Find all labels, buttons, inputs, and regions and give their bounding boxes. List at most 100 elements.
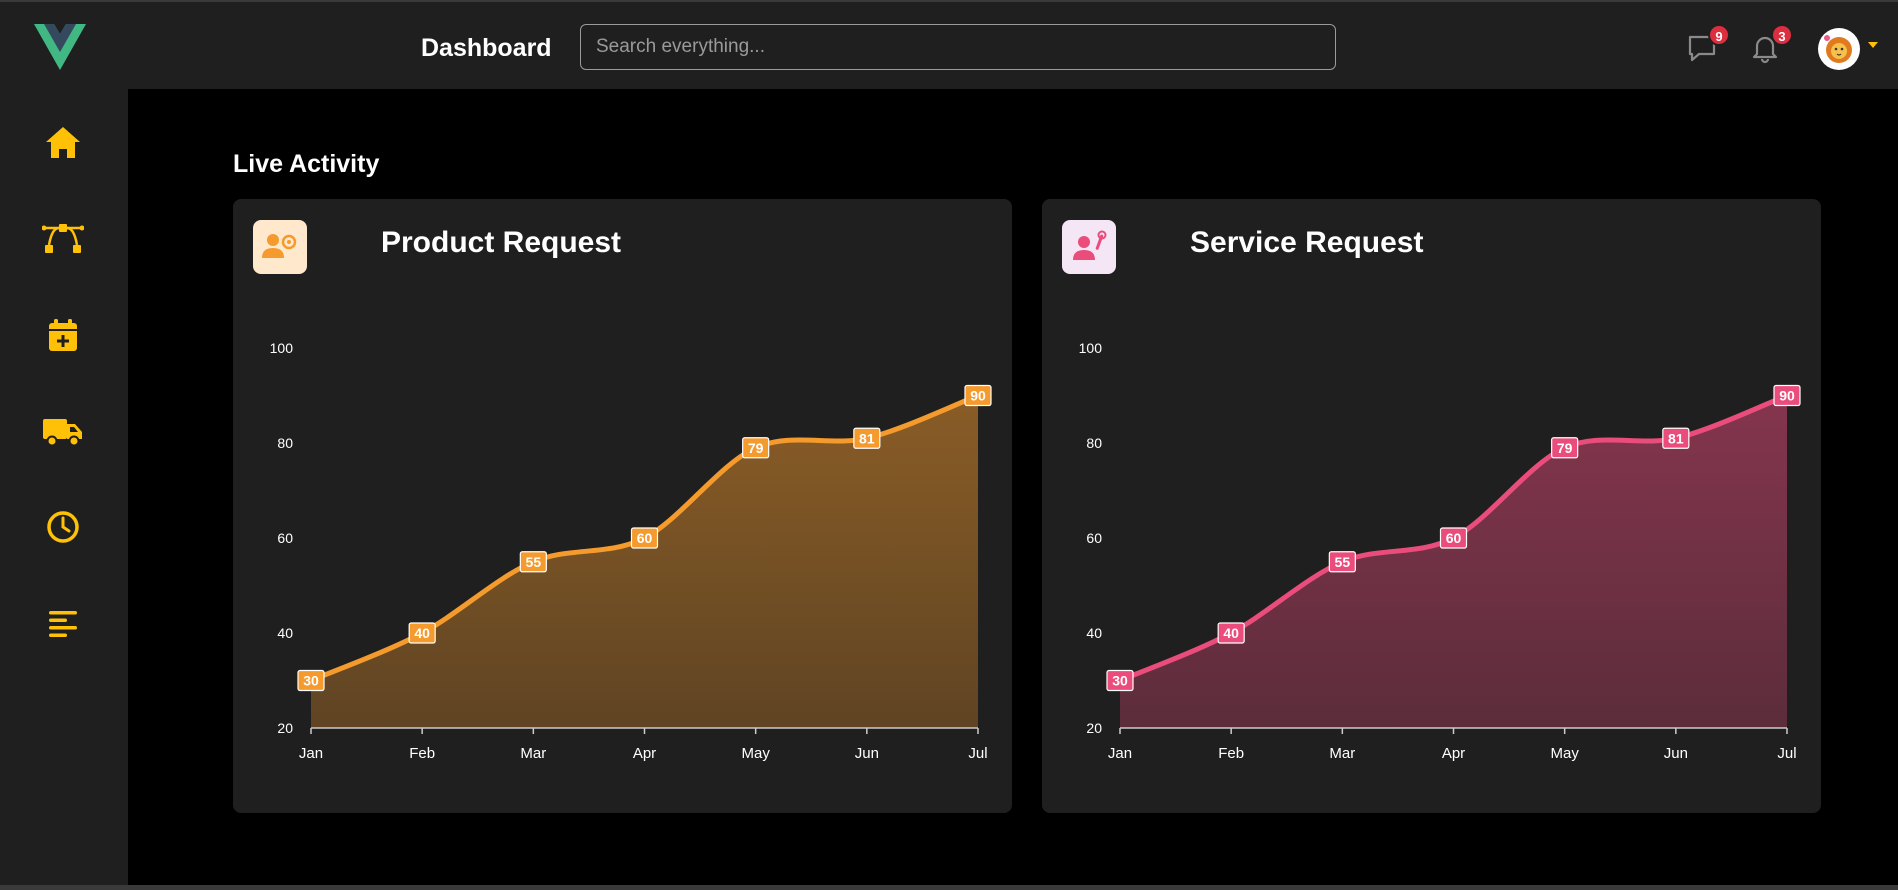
- page-title: Dashboard: [421, 34, 552, 62]
- data-label-box: [1217, 622, 1245, 644]
- chevron-down-icon[interactable]: [1866, 40, 1880, 50]
- data-label: 30: [297, 669, 325, 692]
- data-label-text: 55: [1335, 554, 1351, 570]
- vue-logo[interactable]: [34, 24, 86, 70]
- data-label-text: 60: [637, 530, 653, 546]
- x-tick-label: Mar: [520, 745, 546, 762]
- data-label-box: [1439, 527, 1468, 549]
- data-label-box: [1773, 384, 1801, 407]
- data-label-text: 40: [1223, 625, 1239, 641]
- user-tools-icon: [1073, 230, 1107, 260]
- y-tick-label: 80: [277, 435, 293, 451]
- data-label-text: 30: [303, 673, 319, 689]
- x-tick-label: Apr: [1442, 745, 1465, 762]
- user-gear-icon: [262, 234, 297, 258]
- sidebar-item-design[interactable]: [41, 218, 85, 260]
- x-tick-label: Feb: [409, 745, 435, 762]
- data-label-text: 90: [1779, 388, 1795, 404]
- data-label-box: [630, 527, 659, 549]
- x-tick-label: Feb: [1218, 745, 1244, 762]
- x-tick-label: Jan: [1108, 745, 1132, 762]
- lion-avatar-icon: [1824, 35, 1852, 63]
- y-tick-label: 40: [1086, 625, 1102, 641]
- data-label-box: [853, 427, 881, 449]
- data-label-text: 55: [526, 554, 542, 570]
- data-label-text: 40: [414, 625, 430, 641]
- x-tick-label: Apr: [633, 745, 656, 762]
- service-request-icon-box: [1062, 220, 1116, 274]
- bell-icon: [1752, 36, 1778, 64]
- x-tick-label: Mar: [1329, 745, 1355, 762]
- data-label: 90: [964, 384, 992, 407]
- y-tick-label: 100: [270, 340, 294, 356]
- data-label-text: 81: [859, 430, 875, 446]
- area-fill: [311, 395, 978, 728]
- product-request-card: Product Request 20 40 60 80 100 Jan Feb Mar Apr M…: [233, 199, 1012, 813]
- bottom-border: [0, 885, 1898, 890]
- data-label-text: 79: [1557, 440, 1573, 456]
- notifications-badge: 3: [1771, 24, 1793, 46]
- data-label-box: [408, 622, 436, 644]
- data-label-text: 79: [748, 440, 764, 456]
- data-label: 79: [1551, 437, 1579, 459]
- data-label: 40: [1217, 622, 1245, 644]
- sidebar-item-history[interactable]: [42, 506, 84, 548]
- data-label-text: 90: [970, 388, 986, 404]
- sidebar-item-home[interactable]: [42, 122, 84, 164]
- sidebar: [0, 89, 128, 890]
- product-request-icon-box: [253, 220, 307, 274]
- data-label: 79: [742, 437, 770, 459]
- x-tick-label: Jan: [299, 745, 323, 762]
- notifications-button[interactable]: 3: [1749, 24, 1793, 64]
- data-label: 55: [1328, 551, 1356, 573]
- x-tick-label: Jul: [1777, 745, 1796, 762]
- data-label: 60: [630, 527, 659, 549]
- align-left-icon: [49, 611, 77, 637]
- data-label: 81: [853, 427, 881, 449]
- data-label: 81: [1662, 427, 1690, 449]
- data-label: 60: [1439, 527, 1468, 549]
- clock-icon: [47, 511, 79, 543]
- messages-button[interactable]: 9: [1686, 24, 1730, 64]
- y-tick-label: 60: [277, 530, 293, 546]
- y-tick-label: 60: [1086, 530, 1102, 546]
- service-request-title: Service Request: [1190, 226, 1424, 259]
- top-bar: Dashboard 9 3: [0, 0, 1898, 89]
- data-label: 55: [519, 551, 547, 573]
- data-label-text: 60: [1446, 530, 1462, 546]
- data-label-box: [964, 384, 992, 407]
- product-request-title: Product Request: [381, 226, 622, 259]
- data-label: 40: [408, 622, 436, 644]
- data-label-box: [519, 551, 547, 573]
- data-label-box: [742, 437, 770, 459]
- sidebar-item-calendar[interactable]: [42, 314, 84, 356]
- y-tick-label: 80: [1086, 435, 1102, 451]
- x-tick-label: Jul: [968, 745, 987, 762]
- data-label-box: [297, 669, 325, 692]
- home-icon: [46, 127, 80, 158]
- sidebar-item-reports[interactable]: [42, 602, 84, 644]
- y-tick-label: 40: [277, 625, 293, 641]
- y-tick-label: 20: [277, 720, 293, 736]
- data-label-box: [1106, 669, 1134, 692]
- x-tick-label: May: [1550, 745, 1579, 762]
- search-input[interactable]: [580, 24, 1336, 70]
- bezier-curve-icon: [41, 224, 85, 253]
- y-tick-label: 20: [1086, 720, 1102, 736]
- sidebar-item-delivery[interactable]: [42, 410, 84, 452]
- data-label-box: [1328, 551, 1356, 573]
- data-label: 90: [1773, 384, 1801, 407]
- x-tick-label: Jun: [855, 745, 879, 762]
- area-fill: [1120, 395, 1787, 728]
- calendar-plus-icon: [49, 319, 77, 351]
- data-label-box: [1551, 437, 1579, 459]
- data-label-box: [1662, 427, 1690, 449]
- x-tick-label: Jun: [1664, 745, 1688, 762]
- section-title: Live Activity: [233, 150, 380, 178]
- user-avatar[interactable]: [1818, 28, 1860, 70]
- service-request-card: Service Request 20 40 60 80 100 Jan Feb Mar Apr M…: [1042, 199, 1821, 813]
- x-tick-label: May: [741, 745, 770, 762]
- product-request-chart: 20 40 60 80 100 Jan Feb Mar Apr May Jun Jul 30 40 55 60…: [270, 340, 992, 762]
- data-label-text: 30: [1112, 673, 1128, 689]
- service-request-chart: 20 40 60 80 100 Jan Feb Mar Apr May Jun Jul 30 40 55 60…: [1079, 340, 1801, 762]
